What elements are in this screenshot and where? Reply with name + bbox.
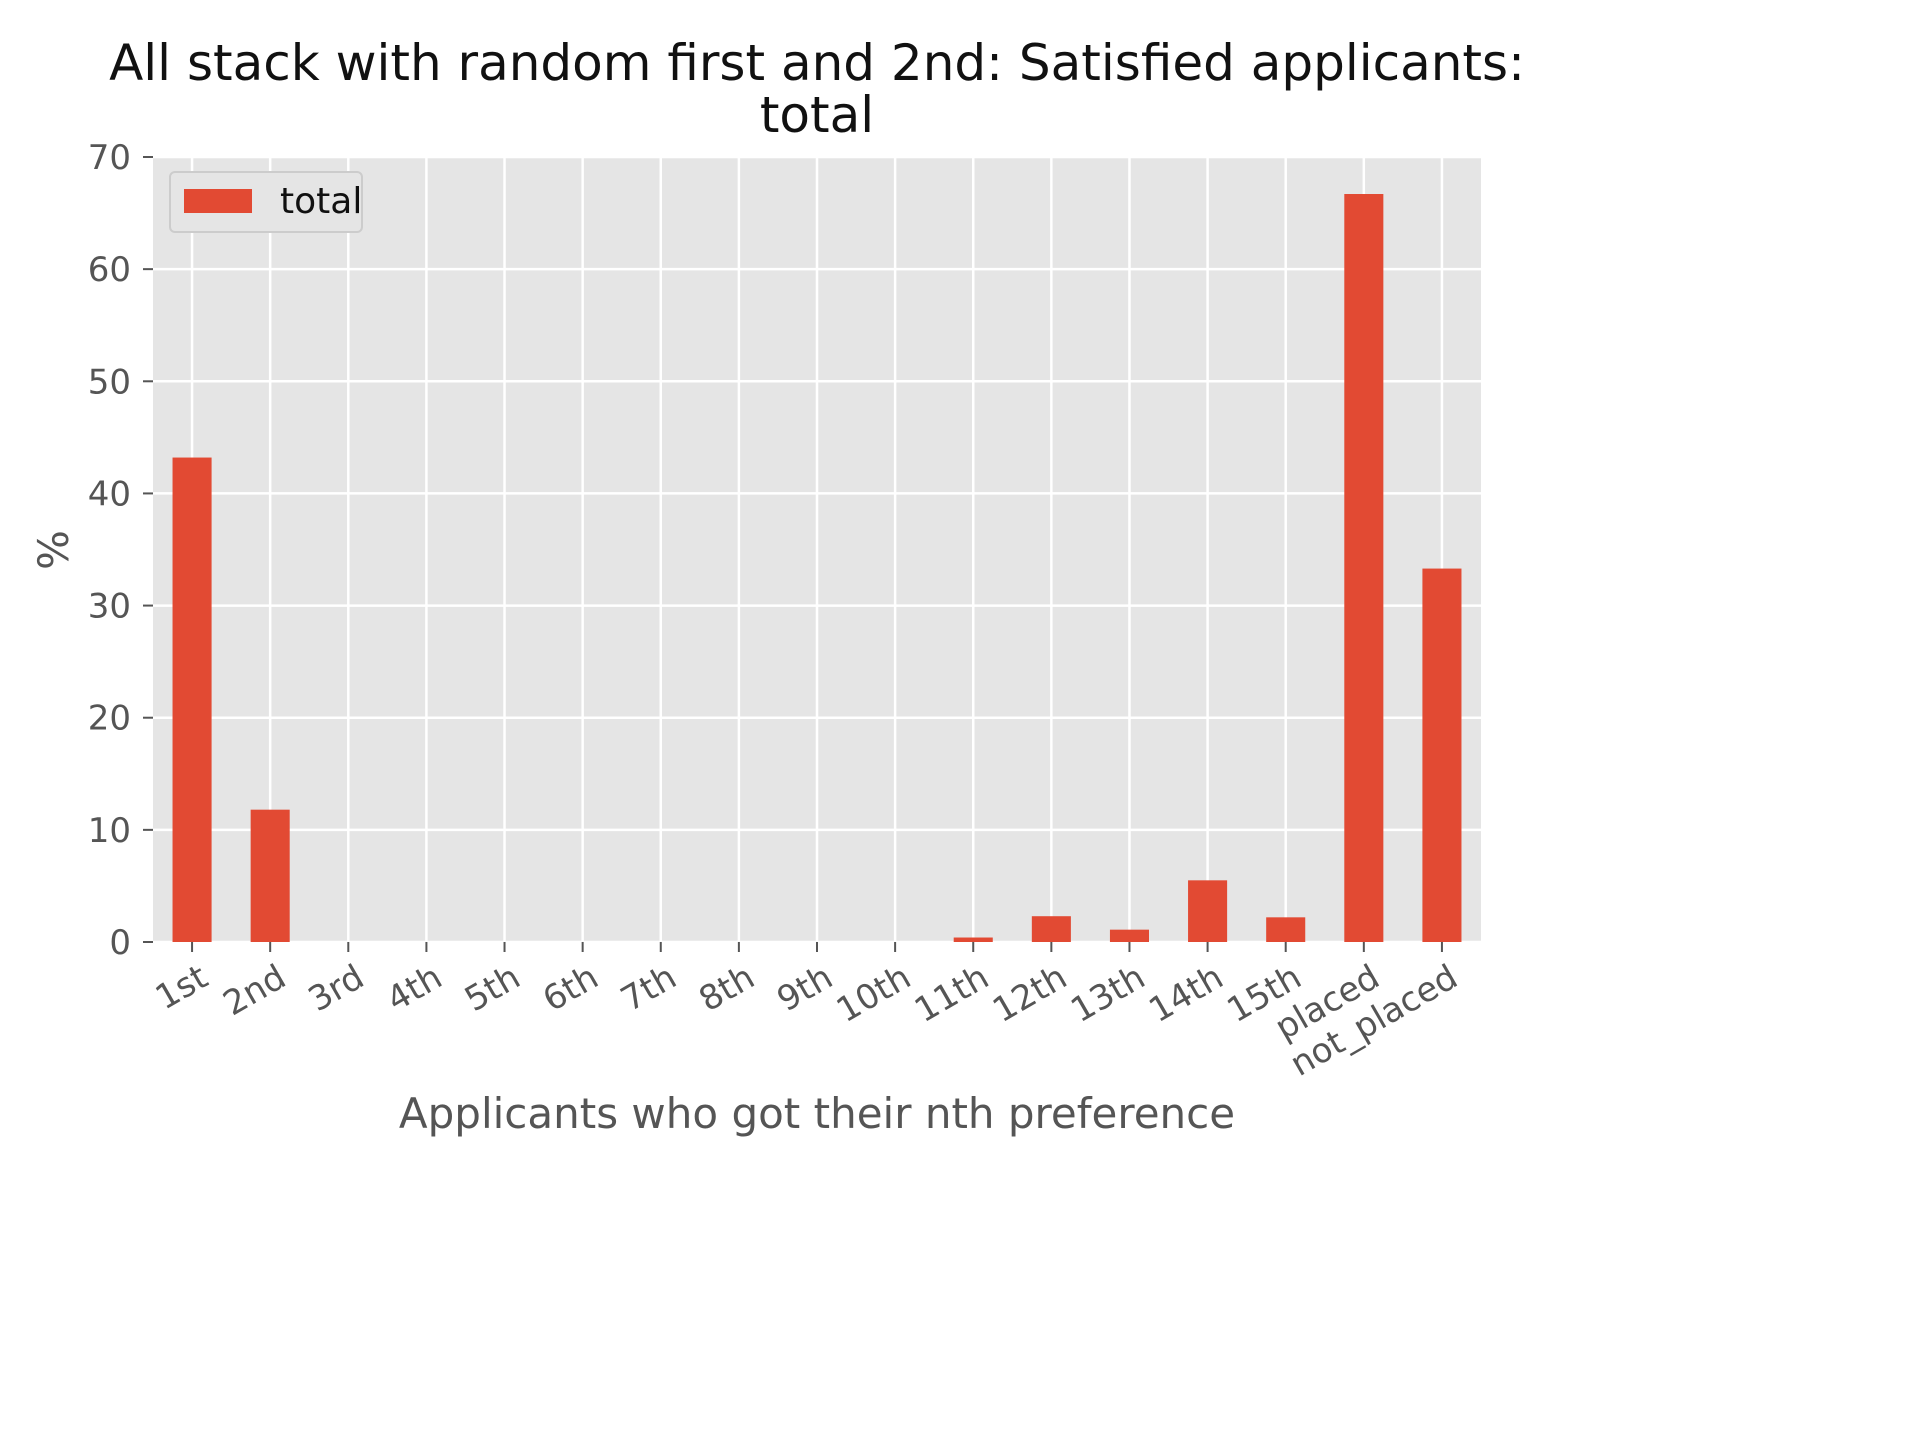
legend-swatch — [184, 189, 252, 213]
bar-15th — [1266, 917, 1306, 942]
bars — [172, 194, 1462, 942]
x-tick-label: 14th — [1142, 957, 1230, 1031]
chart-title-line: total — [760, 86, 874, 144]
bar-12th — [1031, 916, 1071, 942]
legend-label: total — [280, 181, 362, 222]
x-tick-label: 6th — [536, 957, 605, 1020]
x-tick-label: 11th — [908, 957, 996, 1031]
bar-11th — [953, 937, 993, 942]
bar-13th — [1109, 929, 1149, 942]
x-tick-label: 5th — [458, 957, 527, 1020]
x-tick-label: 3rd — [302, 957, 371, 1020]
x-tick-label: 10th — [830, 957, 918, 1031]
x-axis-ticks: 1st 2nd 3rd 4th 5th 6th 7th 8th 9th10th11th12th1… — [149, 942, 1464, 1085]
y-tick-label: 40 — [88, 474, 131, 514]
x-tick-label: 8th — [692, 957, 761, 1020]
y-axis-ticks: 0 10 20 30 40 50 60 70 — [88, 138, 153, 963]
y-tick-label: 10 — [88, 811, 131, 851]
y-tick-label: 70 — [88, 138, 131, 178]
y-tick-label: 30 — [88, 587, 131, 627]
x-tick-label: 2nd — [217, 957, 293, 1024]
x-tick-label: 7th — [614, 957, 683, 1020]
bar-2nd — [250, 809, 290, 942]
bar-not_placed — [1422, 568, 1462, 942]
y-tick-label: 50 — [88, 362, 131, 402]
x-tick-label: 12th — [986, 957, 1074, 1031]
bar-1st — [172, 457, 212, 942]
x-tick-label: 1st — [149, 957, 215, 1018]
legend-box — [169, 171, 363, 233]
y-axis-label: % — [29, 530, 78, 570]
y-tick-label: 20 — [88, 699, 131, 739]
chart-title-line: All stack with random first and 2nd: Sat… — [109, 34, 1525, 92]
legend: total — [169, 171, 363, 233]
y-tick-label: 0 — [109, 923, 131, 963]
chart-title: All stack with random first and 2nd: Sat… — [109, 34, 1525, 144]
x-tick-label: 4th — [380, 957, 449, 1020]
x-tick-label: 13th — [1064, 957, 1152, 1031]
bar-14th — [1188, 880, 1228, 942]
gridlines — [153, 155, 1481, 944]
x-axis-label: Applicants who got their nth preference — [399, 1089, 1235, 1138]
x-tick-label: 9th — [771, 957, 840, 1020]
y-tick-label: 60 — [88, 250, 131, 290]
bar-placed — [1344, 194, 1384, 942]
